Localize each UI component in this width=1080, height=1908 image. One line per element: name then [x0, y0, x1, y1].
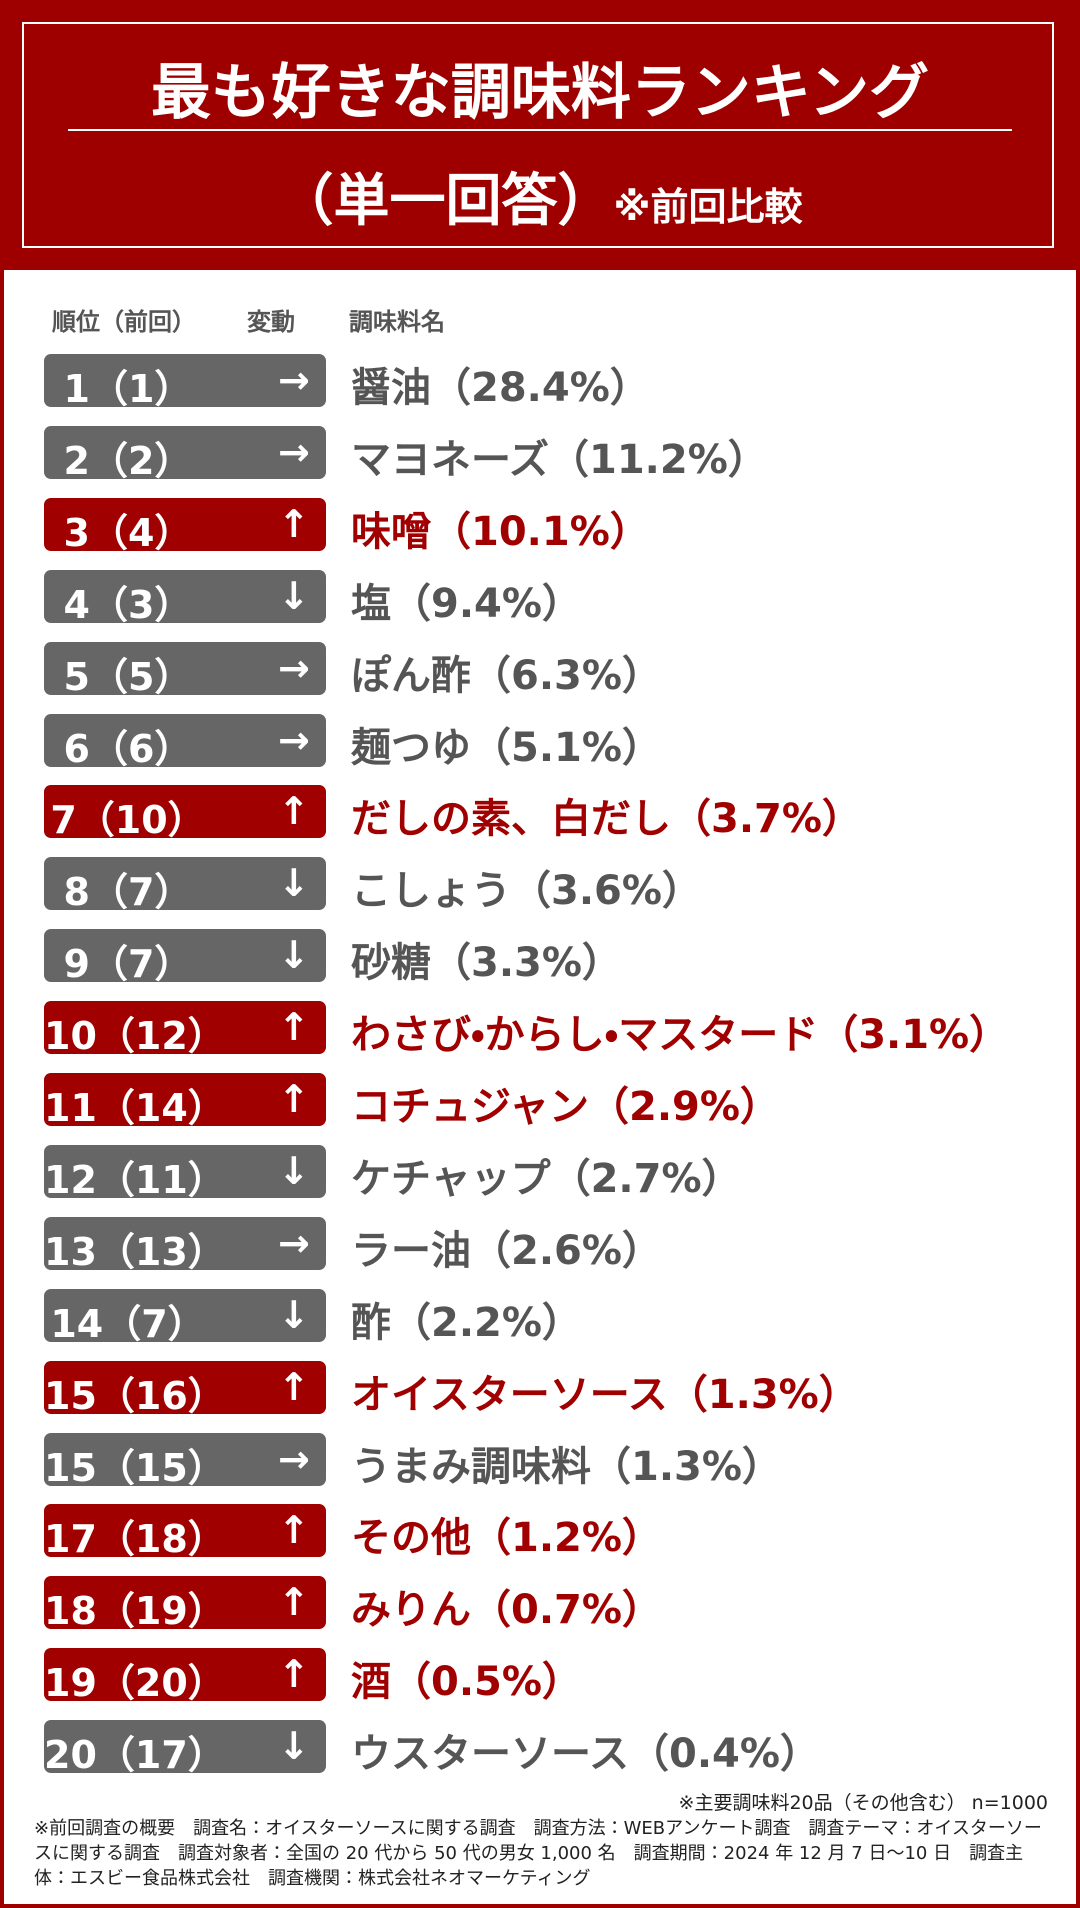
rank: 8（7）: [63, 870, 193, 915]
rank: 15（15）: [44, 1445, 226, 1490]
change-arrow: ↓: [278, 1724, 310, 1769]
rank: 20（17）: [44, 1733, 226, 1778]
rank-pill: 14（7） ↓: [44, 1288, 326, 1346]
item-name: こしょう（3.6%）: [351, 868, 702, 915]
rank: 5（5）: [63, 654, 193, 699]
rank: 19（20）: [44, 1661, 226, 1706]
header-frame: [22, 22, 1054, 248]
change-arrow: ↓: [278, 573, 310, 618]
rank-pill: 5（5） →: [44, 641, 326, 699]
rank-pill: 1（1） →: [44, 354, 326, 411]
rank: 2（2）: [63, 438, 193, 483]
change-arrow: ↓: [278, 861, 310, 906]
rank-pill: 15（16） ↑: [44, 1360, 326, 1418]
rank: 12（11）: [44, 1157, 226, 1202]
rank-pill: 20（17） ↓: [44, 1720, 326, 1777]
subtitle: （単一回答）: [277, 169, 614, 234]
item-name: ラー油（2.6%）: [351, 1227, 662, 1274]
change-arrow: →: [278, 717, 310, 762]
change-arrow: ↓: [278, 1148, 310, 1193]
rank-pill: 10（12） ↑: [44, 1001, 326, 1058]
item-name: わさび・からし・マスタード（3.1%）: [351, 1012, 1010, 1059]
rank-pill: 15（15） →: [44, 1432, 326, 1490]
item-name: 酢（2.2%）: [351, 1299, 582, 1346]
rank: 11（14）: [44, 1086, 226, 1130]
change-arrow: ↑: [278, 1508, 310, 1553]
rank-pill: 13（13） →: [44, 1216, 326, 1274]
item-name: だしの素、白だし（3.7%）: [351, 796, 862, 843]
subtitle-line: （単一回答）※前回比較: [4, 156, 1076, 237]
change-arrow: →: [278, 1436, 310, 1481]
rank-pill: 6（6） →: [44, 713, 326, 771]
item-name: コチュジャン（2.9%）: [351, 1084, 780, 1130]
change-arrow: ↑: [278, 1580, 310, 1625]
column-header: 変動: [247, 308, 295, 336]
rank-pill: 4（3） ↓: [44, 569, 326, 627]
column-header: 調味料名: [349, 308, 445, 336]
rank-pill: 8（7） ↓: [44, 857, 326, 914]
rank-pill: 12（11） ↓: [44, 1144, 326, 1202]
rank: 17（18）: [44, 1517, 226, 1562]
rank: 13（13）: [44, 1229, 226, 1274]
change-arrow: ↑: [278, 1077, 310, 1121]
rank: 4（3）: [63, 582, 193, 627]
item-name: みりん（0.7%）: [351, 1587, 662, 1634]
rank: 9（7）: [63, 942, 193, 987]
item-name: 酒（0.5%）: [351, 1659, 582, 1706]
rank: 10（12）: [44, 1014, 226, 1059]
change-arrow: →: [278, 429, 310, 474]
item-name: 醤油（28.4%）: [351, 365, 650, 411]
item-name: うまみ調味料（1.3%）: [351, 1443, 782, 1490]
item-name: 塩（9.4%）: [351, 580, 582, 627]
rank-pill: 7（10） ↑: [44, 785, 326, 842]
item-name: オイスターソース（1.3%）: [351, 1371, 859, 1418]
change-arrow: ↓: [278, 933, 310, 978]
title: 最も好きな調味料ランキング: [150, 58, 930, 128]
survey-info: ※前回調査の概要 調査名：オイスターソースに関する調査 調査方法：WEBアンケー…: [34, 1818, 1042, 1889]
item-name: 砂糖（3.3%）: [351, 940, 622, 987]
item-name: ウスターソース（0.4%）: [351, 1731, 820, 1778]
rank-pill: 3（4） ↑: [44, 497, 326, 555]
change-arrow: ↓: [278, 1292, 310, 1337]
change-arrow: ↑: [278, 501, 310, 546]
item-name: ぽん酢（6.3%）: [351, 652, 662, 699]
column-header: 順位（前回）: [52, 308, 196, 336]
change-arrow: ↑: [278, 789, 310, 834]
rank: 1（1）: [63, 367, 193, 411]
change-arrow: →: [278, 645, 310, 690]
rank: 6（6）: [63, 726, 193, 771]
change-arrow: →: [278, 358, 310, 402]
footnote: ※主要調味料20品（その他含む） n=1000: [678, 1792, 1048, 1814]
rank-pill: 18（19） ↑: [44, 1576, 326, 1633]
item-name: 味噌（10.1%）: [351, 508, 650, 555]
header: 最も好きな調味料ランキング （単一回答）※前回比較: [4, 4, 1076, 270]
rank: 7（10）: [50, 798, 206, 843]
rank-pill: 17（18） ↑: [44, 1504, 326, 1561]
rank-pill: 19（20） ↑: [44, 1648, 326, 1705]
change-arrow: →: [278, 1220, 310, 1265]
change-arrow: ↑: [278, 1005, 310, 1050]
item-name: その他（1.2%）: [351, 1515, 662, 1562]
rank: 18（19）: [44, 1589, 226, 1634]
subtitle-note: ※前回比較: [613, 185, 803, 229]
change-arrow: ↑: [278, 1364, 310, 1409]
rank-pill: 9（7） ↓: [44, 929, 326, 986]
rank-pill: 11（14） ↑: [44, 1073, 326, 1130]
rank-pill: 2（2） →: [44, 425, 326, 483]
rank: 3（4）: [63, 510, 193, 555]
item-name: 麺つゆ（5.1%）: [351, 724, 662, 771]
divider: [68, 129, 1012, 131]
item-name: ケチャップ（2.7%）: [351, 1155, 742, 1202]
rank: 14（7）: [50, 1301, 206, 1346]
item-name: マヨネーズ（11.2%）: [351, 436, 768, 483]
rank: 15（16）: [44, 1373, 226, 1418]
change-arrow: ↑: [278, 1652, 310, 1697]
